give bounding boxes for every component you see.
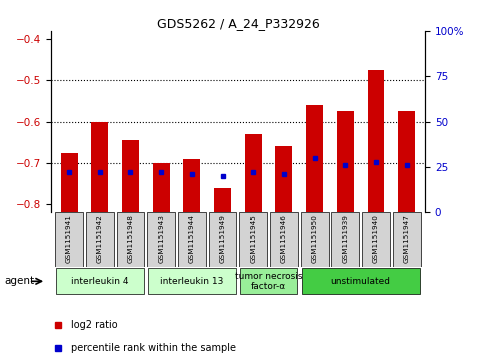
Bar	[393, 212, 421, 267]
Bar	[331, 212, 359, 267]
Text: log2 ratio: log2 ratio	[71, 321, 118, 330]
Bar	[239, 212, 267, 267]
Text: percentile rank within the sample: percentile rank within the sample	[71, 343, 237, 353]
Bar	[270, 212, 298, 267]
Bar	[148, 268, 236, 294]
Text: GSM1151944: GSM1151944	[189, 214, 195, 263]
Bar	[306, 105, 323, 212]
Bar	[91, 122, 108, 212]
Text: GSM1151949: GSM1151949	[220, 214, 226, 263]
Text: GSM1151948: GSM1151948	[128, 214, 133, 263]
Bar	[56, 268, 143, 294]
Text: tumor necrosis
factor-α: tumor necrosis factor-α	[235, 272, 302, 291]
Bar	[362, 212, 390, 267]
Bar	[275, 146, 292, 212]
Bar	[147, 212, 175, 267]
Bar	[300, 212, 328, 267]
Text: GSM1151943: GSM1151943	[158, 214, 164, 263]
Text: interleukin 13: interleukin 13	[160, 277, 224, 286]
Text: GSM1151947: GSM1151947	[404, 214, 410, 263]
Bar	[368, 70, 384, 212]
Text: interleukin 4: interleukin 4	[71, 277, 128, 286]
Bar	[245, 134, 262, 212]
Bar	[61, 152, 78, 212]
Text: GSM1151939: GSM1151939	[342, 214, 348, 263]
Title: GDS5262 / A_24_P332926: GDS5262 / A_24_P332926	[156, 17, 319, 30]
Bar	[209, 212, 237, 267]
Bar	[301, 268, 420, 294]
Bar	[398, 111, 415, 212]
Bar	[122, 140, 139, 212]
Bar	[214, 188, 231, 212]
Text: GSM1151940: GSM1151940	[373, 214, 379, 263]
Text: GSM1151945: GSM1151945	[250, 214, 256, 263]
Text: GSM1151941: GSM1151941	[66, 214, 72, 263]
Text: GSM1151942: GSM1151942	[97, 214, 103, 263]
Bar	[337, 111, 354, 212]
Bar	[184, 159, 200, 212]
Bar	[153, 163, 170, 212]
Bar	[240, 268, 297, 294]
Bar	[178, 212, 206, 267]
Text: GSM1151950: GSM1151950	[312, 214, 318, 263]
Text: unstimulated: unstimulated	[330, 277, 391, 286]
Bar	[116, 212, 144, 267]
Bar	[86, 212, 114, 267]
Text: GSM1151946: GSM1151946	[281, 214, 287, 263]
Text: agent: agent	[5, 276, 35, 286]
Bar	[55, 212, 83, 267]
